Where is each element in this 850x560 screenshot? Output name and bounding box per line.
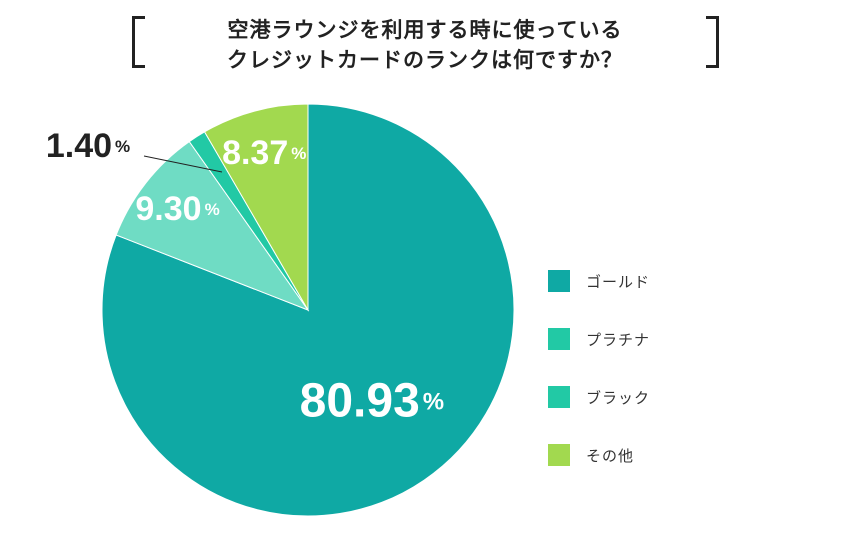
- pie-slice: [115, 140, 310, 312]
- legend: ゴールド プラチナ ブラック その他: [548, 252, 650, 484]
- legend-label: その他: [586, 446, 635, 465]
- chart-title-line-1: 空港ラウンジを利用する時に使っている: [227, 18, 623, 42]
- legend-label: ゴールド: [586, 272, 651, 291]
- legend-item-platinum: プラチナ: [548, 310, 650, 368]
- title-bracket-left: [132, 16, 145, 68]
- slice-value-label: 80.93%: [300, 374, 444, 427]
- legend-label: ブラック: [586, 388, 651, 407]
- pie-slices: [101, 103, 515, 517]
- leader-line: [143, 155, 223, 173]
- pie-slice: [203, 103, 309, 312]
- legend-swatch: [548, 328, 570, 350]
- slice-value-label: 8.37%: [222, 134, 306, 172]
- slice-value-label: 9.30%: [135, 190, 219, 228]
- legend-swatch: [548, 270, 570, 292]
- chart-title-line-2: クレジットカードのランクは何ですか？: [227, 48, 623, 72]
- legend-item-gold: ゴールド: [548, 252, 650, 310]
- legend-item-other: その他: [548, 426, 650, 484]
- slice-value-label: 1.40%: [46, 127, 130, 165]
- legend-item-black: ブラック: [548, 368, 650, 426]
- legend-swatch: [548, 444, 570, 466]
- pie-labels: 80.93 % 9.30 %1.40% 8.37%: [46, 127, 444, 427]
- legend-swatch: [548, 386, 570, 408]
- title-bracket-right: [706, 16, 719, 68]
- legend-label: プラチナ: [586, 330, 651, 349]
